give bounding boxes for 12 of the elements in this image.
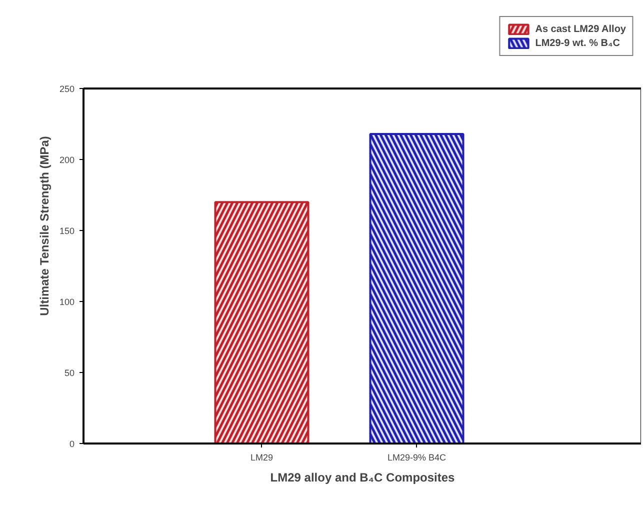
y-tick-label: 100	[59, 297, 75, 307]
legend-label: As cast LM29 Alloy	[535, 24, 626, 34]
y-axis-title: Ultimate Tensile Strength (MPa)	[37, 136, 52, 316]
x-tick-label: LM29	[250, 452, 274, 462]
x-tick-label: LM29-9% B4C	[387, 452, 447, 462]
legend-label: LM29-9 wt. % B₄C	[535, 38, 620, 48]
y-tick-label: 200	[59, 155, 75, 165]
y-tick-label: 0	[69, 439, 75, 449]
x-axis-title: LM29 alloy and B₄C Composites	[270, 470, 456, 484]
y-tick-label: 250	[59, 84, 75, 94]
y-tick-label: 150	[59, 226, 75, 236]
y-tick-label: 50	[64, 368, 75, 378]
